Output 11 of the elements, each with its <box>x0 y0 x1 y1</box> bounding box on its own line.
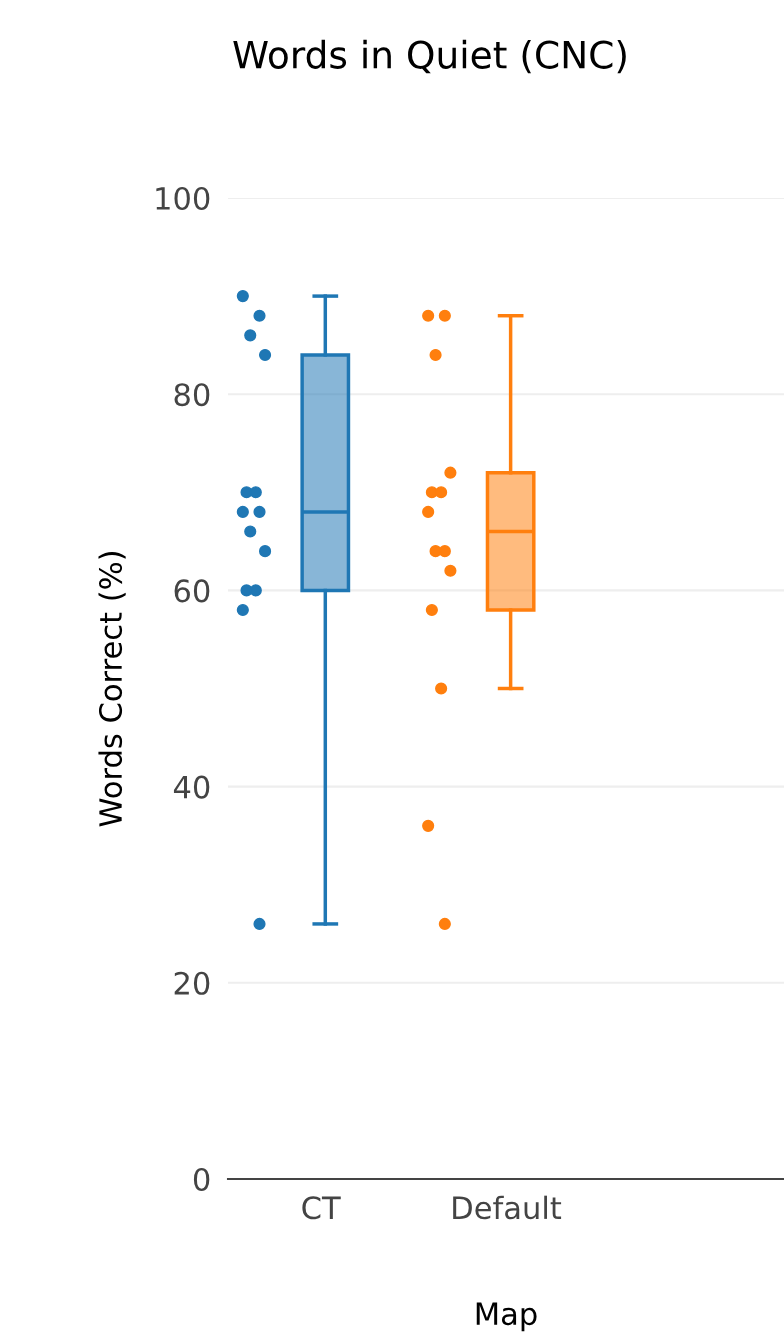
y-tick-label: 20 <box>174 971 210 995</box>
y-tick-label: 100 <box>156 186 210 211</box>
y-tick-label: 0 <box>193 1167 210 1192</box>
y-tick-label: 40 <box>173 775 210 799</box>
y-axis-title: Words Correct (%) <box>98 551 126 827</box>
x-tick-label: Default <box>453 1195 562 1220</box>
x-tick-label: CT <box>302 1196 341 1220</box>
y-tick-label: 80 <box>174 383 210 407</box>
y-tick-label: 60 <box>174 579 210 603</box>
x-axis-title: Map <box>476 1302 537 1332</box>
chart-title: Words in Quiet (CNC) <box>233 39 626 74</box>
